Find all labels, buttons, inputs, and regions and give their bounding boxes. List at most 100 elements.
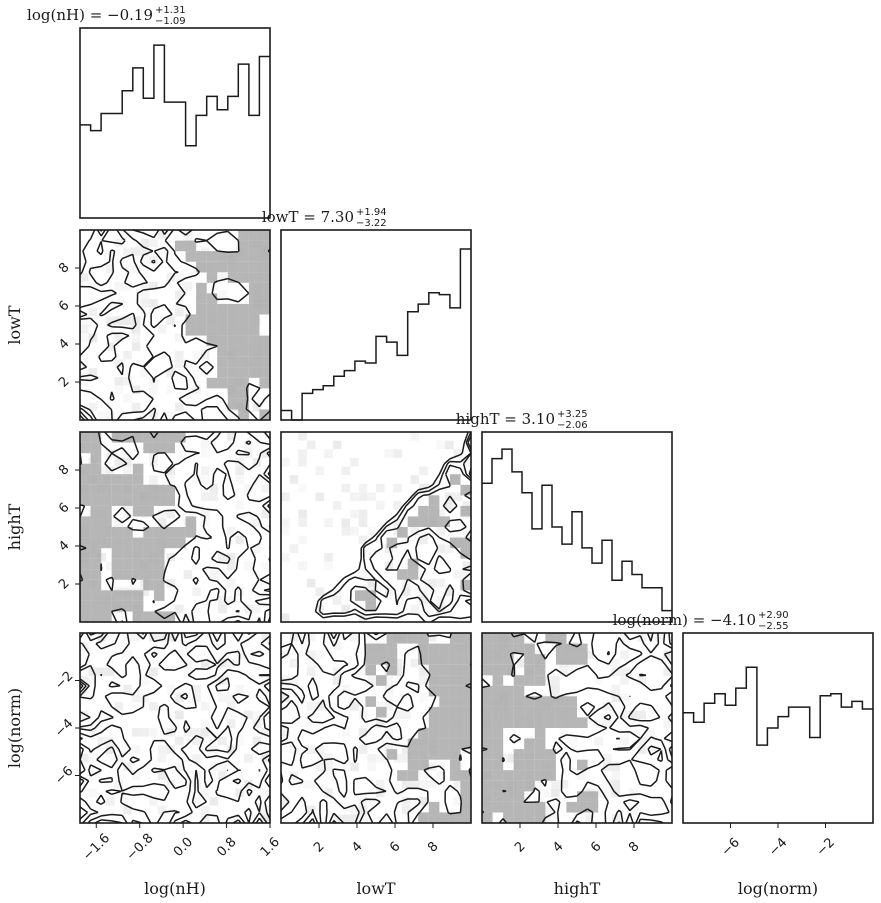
density-pixel [341,728,351,737]
density-pixel [200,449,210,458]
density-pixel [192,561,201,571]
x-tick-label: −0.8 [124,831,157,864]
density-pixel [559,728,569,737]
contour-fill [164,527,175,538]
density-pixel [324,552,333,562]
contour-fill [90,453,102,464]
density-pixel [324,518,333,527]
density-pixel [80,273,89,282]
density-pixel [367,753,376,763]
contour-fill [196,325,207,336]
x-tick-label: 1.6 [258,835,283,860]
contour-line [80,230,149,420]
density-pixel [611,658,621,668]
contour-fill [259,251,270,262]
density-pixel [516,658,526,668]
contour-fill [460,484,471,496]
density-pixel [166,578,175,588]
contour-fill [460,780,471,792]
contour-fill [524,759,535,771]
contour-fill [460,505,471,517]
contour-fill [418,643,429,655]
contour-fill [122,432,133,443]
contour-fill [492,728,504,739]
contour-fill [90,527,102,538]
contour-fill [460,801,471,813]
contour-fill [259,356,270,368]
panel-frame [79,229,271,421]
contour-fill [503,812,514,823]
contour-fill [90,442,102,454]
contour-fill [206,335,218,347]
panel-frame [280,632,472,824]
contour-fill [217,356,228,368]
density-pixel [175,299,184,308]
density-pixel [200,805,210,815]
density-pixel [140,281,150,291]
y-tick-label: 2 [56,374,72,390]
density-pixel [157,805,167,815]
contour-fill [428,706,440,718]
density-pixel [298,518,307,527]
contour-fill [259,230,270,241]
density-pixel [226,719,236,728]
contour-fill [439,675,450,686]
density-pixel [175,693,184,703]
contour-fill [534,801,546,813]
density-pixel [358,492,368,502]
density-pixel [261,633,270,642]
contour-fill [428,516,440,527]
density-pixel [80,325,89,334]
contour-fill [259,367,270,378]
density-pixel [358,518,368,527]
density-pixel [166,466,175,476]
contour-fill [248,303,260,315]
contour-fill [407,759,419,771]
density-pixel [244,753,253,763]
contour-fill [407,558,419,570]
density-pixel [281,728,290,737]
contour-fill [460,791,471,802]
contour-fill [227,346,239,357]
density-pixel [384,728,394,737]
contour-fill [238,251,249,262]
density-pixel [166,385,175,395]
contour-fill [428,812,440,823]
contour-fill [164,442,175,454]
density-pixel [200,702,210,711]
contour-fill [545,749,556,760]
density-pixel [367,527,376,536]
density-pixel [410,604,420,614]
y-tick-label: 4 [56,336,72,352]
density-pixel [140,255,150,265]
density-pixel [393,483,402,493]
density-pixel [183,667,193,677]
density-pixel [281,457,290,467]
contour-fill [153,590,165,601]
contour-fill [449,685,461,697]
title-plus-lowT: +1.94 [356,207,387,218]
density-pixel [324,788,333,798]
contour-fill [534,812,546,823]
density-pixel [226,527,236,536]
contour-fill [407,770,419,781]
contour-fill [227,261,239,273]
contour-fill [439,812,450,823]
contour-fill [185,516,197,527]
contour-fill [153,484,165,496]
contour-fill [428,664,440,676]
contour-fill [428,643,440,655]
density-pixel [226,658,236,668]
density-pixel [200,814,210,823]
density-pixel [315,492,325,502]
contour-fill [248,261,260,273]
density-pixel [226,432,236,441]
density-pixel [462,457,471,467]
contour-fill [503,664,514,676]
contour-fill [248,240,260,252]
density-pixel [80,316,89,325]
contour-fill [482,717,493,728]
contour-fill [587,791,599,802]
density-pixel [350,702,359,711]
x-tick-label: −4 [766,835,790,859]
